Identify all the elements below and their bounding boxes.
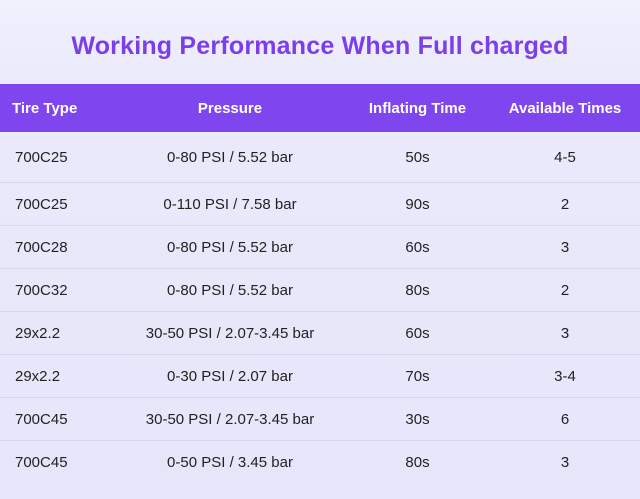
cell-inflating-time: 30s	[405, 410, 430, 428]
cell-tire-type: 700C45	[15, 454, 68, 471]
cell-available-times: 6	[560, 410, 570, 428]
column-header-inflating-time: Inflating Time	[368, 99, 467, 117]
cell-tire-type: 700C25	[15, 195, 68, 213]
cell-inflating-time: 60s	[405, 324, 430, 342]
cell-inflating-time: 70s	[405, 367, 430, 385]
performance-table: Tire Type Pressure Inflating Time Availa…	[0, 84, 640, 484]
cell-available-times: 3	[560, 454, 570, 471]
cell-inflating-time: 80s	[405, 281, 430, 299]
cell-available-times: 2	[560, 281, 570, 299]
column-header-tire-type: Tire Type	[12, 99, 78, 117]
table-row: 700C25 0-80 PSI / 5.52 bar 50s 4-5	[0, 132, 640, 183]
cell-tire-type: 700C45	[15, 410, 68, 428]
cell-tire-type: 29x2.2	[15, 324, 61, 342]
cell-tire-type: 29x2.2	[15, 367, 61, 385]
cell-pressure: 0-30 PSI / 2.07 bar	[167, 367, 293, 385]
cell-pressure: 30-50 PSI / 2.07-3.45 bar	[145, 324, 315, 342]
page-title: Working Performance When Full charged	[71, 32, 569, 60]
cell-pressure: 0-80 PSI / 5.52 bar	[167, 238, 293, 256]
cell-available-times: 3	[560, 238, 570, 256]
table-row: 700C45 30-50 PSI / 2.07-3.45 bar 30s 6	[0, 398, 640, 441]
table-row: 700C25 0-110 PSI / 7.58 bar 90s 2	[0, 183, 640, 226]
table-row: 29x2.2 0-30 PSI / 2.07 bar 70s 3-4	[0, 355, 640, 398]
cell-inflating-time: 60s	[405, 238, 430, 256]
cell-available-times: 3-4	[554, 367, 576, 385]
cell-tire-type: 700C32	[15, 281, 68, 299]
table-header: Tire Type Pressure Inflating Time Availa…	[0, 84, 640, 132]
cell-available-times: 2	[560, 195, 570, 213]
cell-available-times: 4-5	[554, 148, 576, 166]
table-row: 29x2.2 30-50 PSI / 2.07-3.45 bar 60s 3	[0, 312, 640, 355]
cell-tire-type: 700C25	[15, 148, 68, 166]
cell-inflating-time: 80s	[405, 454, 430, 471]
cell-pressure: 0-80 PSI / 5.52 bar	[167, 148, 293, 166]
cell-pressure: 30-50 PSI / 2.07-3.45 bar	[145, 410, 315, 428]
table-row: 700C28 0-80 PSI / 5.52 bar 60s 3	[0, 226, 640, 269]
column-header-pressure: Pressure	[197, 99, 263, 117]
cell-inflating-time: 90s	[405, 195, 430, 213]
cell-pressure: 0-110 PSI / 7.58 bar	[163, 195, 297, 213]
table-row: 700C32 0-80 PSI / 5.52 bar 80s 2	[0, 269, 640, 312]
cell-pressure: 0-80 PSI / 5.52 bar	[167, 281, 293, 299]
cell-tire-type: 700C28	[15, 238, 68, 256]
cell-pressure: 0-50 PSI / 3.45 bar	[167, 454, 293, 471]
table-row: 700C45 0-50 PSI / 3.45 bar 80s 3	[0, 441, 640, 484]
cell-inflating-time: 50s	[405, 148, 430, 166]
cell-available-times: 3	[560, 324, 570, 342]
column-header-available-times: Available Times	[508, 99, 622, 117]
